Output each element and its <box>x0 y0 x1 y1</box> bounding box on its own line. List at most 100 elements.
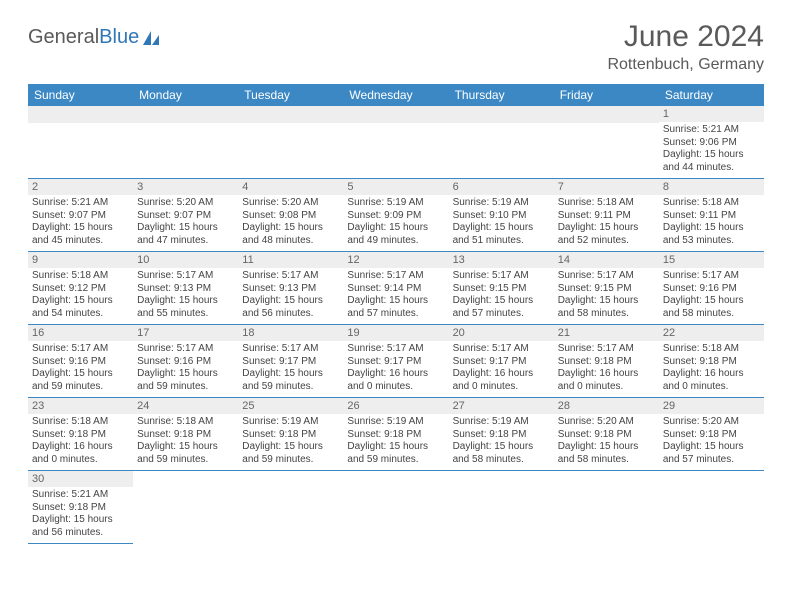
day-cell: 8Sunrise: 5:18 AMSunset: 9:11 PMDaylight… <box>659 179 764 252</box>
daylight-text: Daylight: 15 hours and 59 minutes. <box>32 368 129 393</box>
sunrise-text: Sunrise: 5:21 AM <box>32 489 129 502</box>
sunset-text: Sunset: 9:13 PM <box>242 283 339 296</box>
daylight-text: Daylight: 15 hours and 55 minutes. <box>137 295 234 320</box>
logo-text-2: Blue <box>99 26 139 49</box>
calendar-grid: Sunday Monday Tuesday Wednesday Thursday… <box>28 84 764 544</box>
day-cell: 28Sunrise: 5:20 AMSunset: 9:18 PMDayligh… <box>554 398 659 471</box>
day-number: 27 <box>449 398 554 414</box>
day-cell <box>659 471 764 544</box>
week-row: 9Sunrise: 5:18 AMSunset: 9:12 PMDaylight… <box>28 252 764 325</box>
day-info: Sunrise: 5:17 AMSunset: 9:13 PMDaylight:… <box>238 268 343 324</box>
day-cell: 6Sunrise: 5:19 AMSunset: 9:10 PMDaylight… <box>449 179 554 252</box>
sunrise-text: Sunrise: 5:18 AM <box>137 416 234 429</box>
day-cell: 17Sunrise: 5:17 AMSunset: 9:16 PMDayligh… <box>133 325 238 398</box>
day-number: 1 <box>659 106 764 122</box>
day-number <box>133 106 238 123</box>
week-row: 1 Sunrise: 5:21 AMSunset: 9:06 PMDaylight… <box>28 106 764 179</box>
sunset-text: Sunset: 9:09 PM <box>347 210 444 223</box>
page-title: June 2024 <box>607 20 764 54</box>
sunrise-text: Sunrise: 5:19 AM <box>347 197 444 210</box>
day-cell: 14 Sunrise: 5:17 AMSunset: 9:15 PMDayligh… <box>554 252 659 325</box>
daylight-text: Daylight: 15 hours and 58 minutes. <box>558 295 655 320</box>
day-cell: 18Sunrise: 5:17 AMSunset: 9:17 PMDayligh… <box>238 325 343 398</box>
day-cell: 5Sunrise: 5:19 AMSunset: 9:09 PMDaylight… <box>343 179 448 252</box>
sunset-text: Sunset: 9:11 PM <box>663 210 760 223</box>
day-cell: 2Sunrise: 5:21 AMSunset: 9:07 PMDaylight… <box>28 179 133 252</box>
day-cell <box>343 471 448 544</box>
weekday-header-row: Sunday Monday Tuesday Wednesday Thursday… <box>28 84 764 106</box>
week-row: 23Sunrise: 5:18 AMSunset: 9:18 PMDayligh… <box>28 398 764 471</box>
sunset-text: Sunset: 9:10 PM <box>453 210 550 223</box>
day-cell <box>449 106 554 179</box>
daylight-text: Daylight: 15 hours and 52 minutes. <box>558 222 655 247</box>
day-cell: 23Sunrise: 5:18 AMSunset: 9:18 PMDayligh… <box>28 398 133 471</box>
sunrise-text: Sunrise: 5:20 AM <box>242 197 339 210</box>
day-info: Sunrise: 5:17 AMSunset: 9:16 PMDaylight:… <box>28 341 133 397</box>
sunset-text: Sunset: 9:06 PM <box>663 137 760 150</box>
day-number: 14 <box>554 252 659 268</box>
daylight-text: Daylight: 16 hours and 0 minutes. <box>453 368 550 393</box>
daylight-text: Daylight: 15 hours and 56 minutes. <box>242 295 339 320</box>
daylight-text: Daylight: 15 hours and 53 minutes. <box>663 222 760 247</box>
sunset-text: Sunset: 9:07 PM <box>32 210 129 223</box>
sunrise-text: Sunrise: 5:18 AM <box>32 270 129 283</box>
daylight-text: Daylight: 16 hours and 0 minutes. <box>558 368 655 393</box>
sunset-text: Sunset: 9:18 PM <box>32 429 129 442</box>
day-number <box>554 471 659 488</box>
sunrise-text: Sunrise: 5:20 AM <box>137 197 234 210</box>
day-number <box>554 106 659 123</box>
daylight-text: Daylight: 15 hours and 59 minutes. <box>137 368 234 393</box>
day-cell: 4Sunrise: 5:20 AMSunset: 9:08 PMDaylight… <box>238 179 343 252</box>
day-cell: 26Sunrise: 5:19 AMSunset: 9:18 PMDayligh… <box>343 398 448 471</box>
day-info: Sunrise: 5:20 AMSunset: 9:07 PMDaylight:… <box>133 195 238 251</box>
day-cell <box>28 106 133 179</box>
sunrise-text: Sunrise: 5:18 AM <box>663 343 760 356</box>
day-cell: 16Sunrise: 5:17 AMSunset: 9:16 PMDayligh… <box>28 325 133 398</box>
day-cell <box>449 471 554 544</box>
day-info: Sunrise: 5:17 AMSunset: 9:13 PMDaylight:… <box>133 268 238 324</box>
day-number: 16 <box>28 325 133 341</box>
day-info: Sunrise: 5:19 AMSunset: 9:18 PMDaylight:… <box>449 414 554 470</box>
sunrise-text: Sunrise: 5:21 AM <box>32 197 129 210</box>
day-number: 25 <box>238 398 343 414</box>
sunset-text: Sunset: 9:18 PM <box>32 502 129 515</box>
sunrise-text: Sunrise: 5:17 AM <box>242 343 339 356</box>
sunset-text: Sunset: 9:12 PM <box>32 283 129 296</box>
day-number <box>238 106 343 123</box>
day-info: Sunrise: 5:18 AMSunset: 9:11 PMDaylight:… <box>554 195 659 251</box>
day-number: 30 <box>28 471 133 487</box>
sunrise-text: Sunrise: 5:17 AM <box>558 270 655 283</box>
sunrise-text: Sunrise: 5:21 AM <box>663 124 760 137</box>
sunset-text: Sunset: 9:18 PM <box>453 429 550 442</box>
sunset-text: Sunset: 9:13 PM <box>137 283 234 296</box>
sunset-text: Sunset: 9:18 PM <box>347 429 444 442</box>
day-cell: 10Sunrise: 5:17 AMSunset: 9:13 PMDayligh… <box>133 252 238 325</box>
day-info: Sunrise: 5:18 AMSunset: 9:18 PMDaylight:… <box>133 414 238 470</box>
day-cell: 24Sunrise: 5:18 AMSunset: 9:18 PMDayligh… <box>133 398 238 471</box>
day-number: 24 <box>133 398 238 414</box>
day-cell <box>554 106 659 179</box>
day-info: Sunrise: 5:17 AMSunset: 9:16 PMDaylight:… <box>133 341 238 397</box>
sunset-text: Sunset: 9:14 PM <box>347 283 444 296</box>
day-number: 4 <box>238 179 343 195</box>
sunrise-text: Sunrise: 5:17 AM <box>453 343 550 356</box>
day-cell <box>133 106 238 179</box>
daylight-text: Daylight: 15 hours and 54 minutes. <box>32 295 129 320</box>
sunset-text: Sunset: 9:16 PM <box>663 283 760 296</box>
day-cell <box>133 471 238 544</box>
daylight-text: Daylight: 15 hours and 48 minutes. <box>242 222 339 247</box>
day-number: 26 <box>343 398 448 414</box>
day-info: Sunrise: 5:18 AMSunset: 9:18 PMDaylight:… <box>659 341 764 397</box>
daylight-text: Daylight: 15 hours and 44 minutes. <box>663 149 760 174</box>
sunset-text: Sunset: 9:15 PM <box>558 283 655 296</box>
sunset-text: Sunset: 9:17 PM <box>347 356 444 369</box>
logo-sail-icon <box>141 29 161 47</box>
day-number: 22 <box>659 325 764 341</box>
sunset-text: Sunset: 9:17 PM <box>242 356 339 369</box>
title-block: June 2024 Rottenbuch, Germany <box>607 20 764 74</box>
day-cell: 30Sunrise: 5:21 AMSunset: 9:18 PMDayligh… <box>28 471 133 544</box>
day-number: 6 <box>449 179 554 195</box>
daylight-text: Daylight: 15 hours and 59 minutes. <box>137 441 234 466</box>
daylight-text: Daylight: 15 hours and 47 minutes. <box>137 222 234 247</box>
daylight-text: Daylight: 15 hours and 59 minutes. <box>242 368 339 393</box>
